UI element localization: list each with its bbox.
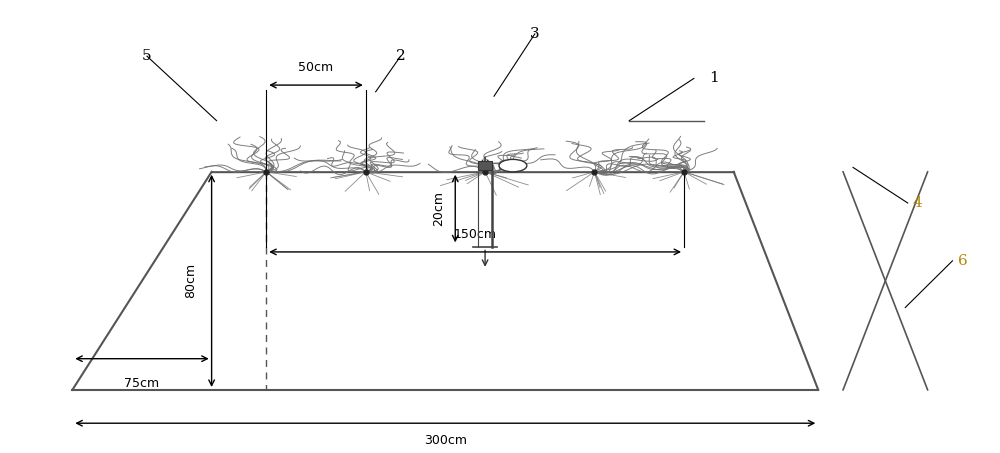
Text: 6: 6 bbox=[958, 254, 967, 268]
Text: 4: 4 bbox=[913, 196, 923, 210]
Bar bbox=[478, 161, 492, 170]
Circle shape bbox=[499, 159, 527, 172]
Text: 2: 2 bbox=[396, 49, 405, 63]
Text: 300cm: 300cm bbox=[424, 434, 467, 448]
Text: 75cm: 75cm bbox=[124, 376, 160, 390]
Text: 80cm: 80cm bbox=[184, 263, 197, 299]
Text: 1: 1 bbox=[709, 72, 719, 86]
Text: 50cm: 50cm bbox=[298, 61, 334, 74]
Text: 150cm: 150cm bbox=[454, 228, 497, 241]
Text: 20cm: 20cm bbox=[432, 191, 445, 226]
Text: 3: 3 bbox=[530, 27, 540, 41]
Text: 5: 5 bbox=[142, 49, 152, 63]
